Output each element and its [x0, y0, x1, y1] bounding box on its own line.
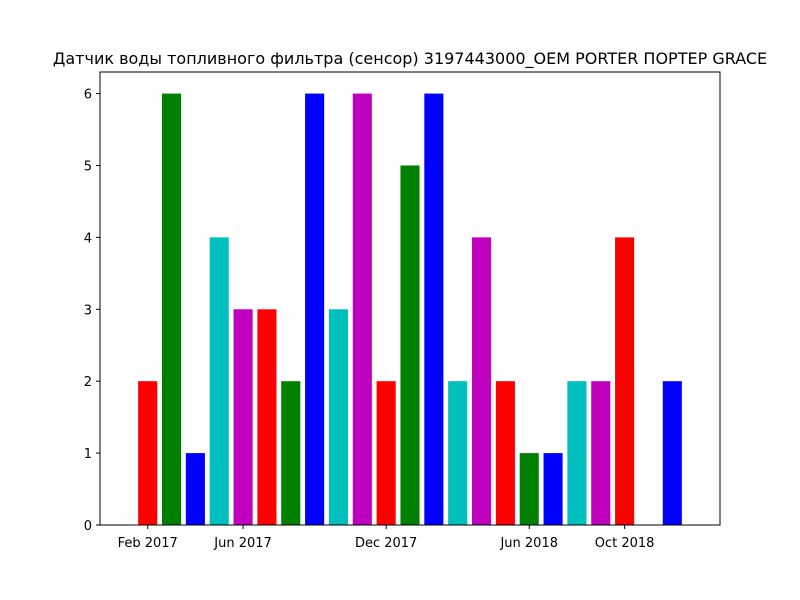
- bar-2017-12: [376, 381, 396, 525]
- y-axis: 0 1 2 3 4 5 6: [84, 88, 100, 534]
- bar-2018-04: [472, 237, 492, 525]
- bar-2018-01: [400, 165, 420, 526]
- bar-2017-04: [185, 453, 205, 525]
- bar-2017-10: [328, 309, 348, 525]
- bar-2017-07: [257, 309, 277, 525]
- y-tick-label: 2: [84, 375, 92, 390]
- bar-2018-09: [591, 381, 611, 525]
- y-tick-label: 1: [84, 447, 92, 462]
- chart-title: Датчик воды топливного фильтра (сенсор) …: [53, 49, 767, 69]
- x-tick-label: Jun 2017: [213, 536, 272, 551]
- plot-area-frame: [99, 71, 721, 526]
- bar-2017-08: [281, 381, 301, 525]
- x-axis: Feb 2017 Jun 2017 Dec 2017 Jun 2018 Oct 2018: [118, 525, 655, 551]
- y-tick-label: 0: [84, 519, 92, 534]
- bar-2017-09: [305, 93, 325, 525]
- bar-2018-08: [567, 381, 587, 525]
- bar-2018-05: [495, 381, 515, 525]
- bar-2017-05: [209, 237, 229, 525]
- bar-2017-03: [162, 93, 182, 525]
- bar-2017-11: [352, 93, 372, 525]
- y-tick-label: 5: [84, 159, 92, 174]
- bar-2018-03: [448, 381, 468, 525]
- y-tick-label: 4: [84, 231, 92, 246]
- x-tick-label: Jun 2018: [499, 536, 558, 551]
- bar-2018-06: [519, 453, 539, 525]
- x-tick-label: Oct 2018: [595, 536, 655, 551]
- bar-2018-07: [543, 453, 563, 525]
- y-tick-label: 6: [84, 88, 92, 103]
- bar-2017-02: [138, 381, 158, 525]
- bar-2018-10: [615, 237, 635, 525]
- x-tick-label: Dec 2017: [355, 536, 417, 551]
- bar-2018-02: [424, 93, 444, 525]
- bar-2017-06: [233, 309, 253, 525]
- bar-2018-12: [662, 381, 682, 525]
- y-tick-label: 3: [84, 303, 92, 318]
- bars-group: [138, 93, 682, 526]
- x-tick-label: Feb 2017: [118, 536, 178, 551]
